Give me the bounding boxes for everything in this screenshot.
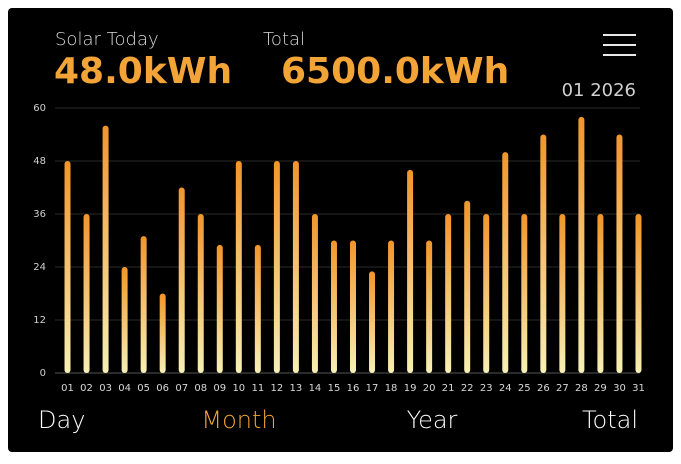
bar <box>140 236 147 373</box>
bar <box>369 271 376 373</box>
y-tick-label: 12 <box>33 315 46 326</box>
x-tick-label: 18 <box>385 383 398 394</box>
x-tick-label: 04 <box>118 383 131 394</box>
y-tick-label: 0 <box>40 368 46 379</box>
x-tick-label: 13 <box>290 383 303 394</box>
bar <box>464 200 471 373</box>
x-tick-label: 25 <box>518 383 531 394</box>
x-tick-label: 24 <box>499 383 512 394</box>
x-tick-label: 31 <box>632 383 645 394</box>
x-tick-label: 10 <box>232 383 245 394</box>
x-tick-label: 21 <box>442 383 455 394</box>
today-value: 48.0kWh <box>54 51 232 92</box>
x-tick-label: 08 <box>194 383 207 394</box>
x-tick-label: 17 <box>366 383 379 394</box>
x-tick-label: 19 <box>404 383 417 394</box>
y-tick-label: 36 <box>33 209 46 220</box>
x-tick-label: 20 <box>423 383 436 394</box>
bar <box>483 214 490 373</box>
bar <box>254 244 261 373</box>
x-tick-label: 05 <box>137 383 150 394</box>
tab-bar: Day Month Year Total <box>38 406 638 434</box>
tab[interactable]: Total <box>582 406 638 434</box>
bar <box>273 161 280 373</box>
bar <box>388 240 395 373</box>
bar <box>616 134 623 373</box>
y-tick-label: 48 <box>33 156 46 167</box>
x-tick-label: 27 <box>556 383 569 394</box>
bar <box>197 214 204 373</box>
bar <box>216 244 223 373</box>
x-tick-label: 15 <box>328 383 341 394</box>
x-tick-label: 29 <box>594 383 607 394</box>
bar <box>159 293 166 373</box>
bar <box>178 187 185 373</box>
x-tick-label: 12 <box>271 383 284 394</box>
y-tick-label: 24 <box>33 262 46 273</box>
period-label: 01 2026 <box>562 80 636 101</box>
bar <box>292 161 299 373</box>
x-tick-label: 01 <box>61 383 74 394</box>
bar <box>597 214 604 373</box>
x-tick-label: 14 <box>309 383 322 394</box>
bar <box>64 161 71 373</box>
chart: 0 12 24 36 48 60 01 02 03 04 05 06 07 08 09 10 11 12 13 14 1… <box>33 103 645 394</box>
x-tick-label: 02 <box>80 383 93 394</box>
bar <box>540 134 547 373</box>
bar <box>445 214 452 373</box>
bar <box>330 240 337 373</box>
x-tick-label: 06 <box>156 383 169 394</box>
menu-button[interactable] <box>603 34 636 56</box>
x-tick-label: 09 <box>213 383 226 394</box>
x-tick-label: 22 <box>461 383 474 394</box>
bar <box>102 125 109 374</box>
tab[interactable]: Day <box>38 406 85 434</box>
tab[interactable]: Year <box>407 406 458 434</box>
bar <box>350 240 356 373</box>
x-tick-label: 11 <box>251 383 264 394</box>
bar <box>121 267 128 373</box>
bar <box>83 214 90 373</box>
x-tick-label: 28 <box>575 383 588 394</box>
x-tick-label: 23 <box>480 383 493 394</box>
bar <box>311 214 318 373</box>
today-label: Solar Today <box>55 29 159 50</box>
total-label: Total <box>263 29 305 50</box>
bar <box>578 116 585 373</box>
bar <box>559 214 566 373</box>
bar <box>235 161 242 373</box>
x-tick-label: 26 <box>537 383 550 394</box>
bar <box>502 152 509 373</box>
bar <box>407 169 414 373</box>
x-tick-label: 03 <box>99 383 112 394</box>
bar <box>521 214 528 373</box>
x-tick-label: 16 <box>347 383 360 394</box>
bar <box>426 240 433 373</box>
total-value: 6500.0kWh <box>281 51 509 92</box>
tab[interactable]: Month <box>201 406 276 434</box>
x-tick-label: 07 <box>175 383 188 394</box>
bar <box>635 214 642 373</box>
y-tick-label: 60 <box>33 103 46 114</box>
x-tick-label: 30 <box>613 383 626 394</box>
